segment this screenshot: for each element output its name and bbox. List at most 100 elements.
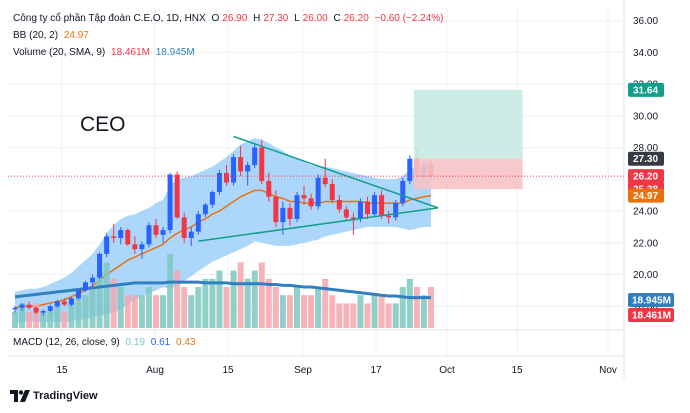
volume-badge-text: 18.461M — [632, 311, 671, 322]
candle-body — [202, 204, 208, 215]
price-tick-label: 24.00 — [633, 207, 658, 218]
volume-bar — [110, 278, 117, 328]
candle-body — [40, 310, 46, 313]
candle-body — [139, 244, 145, 250]
volume-bar — [82, 295, 89, 328]
candle-body — [33, 307, 39, 313]
volume-label-badge: 18.945M — [628, 293, 674, 307]
price-tick-label: 36.00 — [633, 16, 658, 27]
candle-body — [47, 306, 53, 311]
volume-bar — [406, 278, 413, 328]
candle-body — [125, 230, 131, 245]
candle-body — [174, 174, 180, 218]
symbol-title: Công ty cổ phần Tập đoàn C.E.O, 1D, HNX — [13, 13, 206, 24]
candle-body — [315, 177, 321, 207]
ceo-annotation: CEO — [80, 113, 126, 136]
target-zone — [413, 89, 523, 159]
candle-body — [90, 277, 96, 283]
price-badge-bg — [628, 82, 664, 97]
candle-body — [357, 201, 363, 219]
volume-bar — [195, 287, 202, 328]
candle-body — [273, 196, 279, 223]
volume-bar — [19, 303, 26, 328]
volume-bar — [202, 278, 209, 328]
price-axis: 36.0034.0032.0030.0028.0026.0024.0022.00… — [628, 16, 674, 322]
volume-bar — [223, 287, 230, 328]
macd-hist-value: 0.19 — [125, 337, 145, 348]
candle-body — [195, 214, 201, 232]
volume-bar — [167, 254, 174, 328]
candle-body — [181, 217, 187, 238]
candle-body — [188, 231, 194, 238]
candle-body — [252, 147, 258, 166]
volume-bar — [209, 278, 216, 328]
volume-bar — [33, 303, 40, 328]
candle-body — [19, 304, 25, 308]
volume-legend: Volume (20, SMA, 9) 18.461M 18.945M — [13, 47, 195, 58]
candle-body — [83, 282, 88, 291]
candle-body — [308, 198, 314, 207]
candle-body — [400, 180, 406, 204]
candle-body — [322, 177, 328, 185]
time-tick-label: Aug — [146, 365, 164, 376]
candle-body — [238, 157, 244, 172]
volume-bar — [54, 303, 61, 328]
candle-body — [209, 192, 215, 205]
candle-body — [350, 217, 356, 219]
macd-legend: MACD (12, 26, close, 9) 0.19 0.61 0.43 — [13, 337, 196, 348]
time-tick-label: Nov — [599, 365, 617, 376]
price-tick-label: 20.00 — [633, 270, 658, 281]
bb-fill — [15, 138, 431, 324]
candle-body — [259, 147, 265, 181]
price-tick-label: 34.00 — [633, 48, 658, 59]
candle-body — [287, 207, 293, 219]
volume-bar — [343, 303, 350, 328]
volume-bar — [322, 278, 329, 328]
volume-badge-text: 18.945M — [632, 296, 671, 307]
open-value: 26.90 — [222, 13, 248, 24]
candle-body — [97, 253, 103, 278]
candle-body — [26, 304, 32, 308]
volume-bar — [117, 287, 124, 328]
volume-bar — [294, 287, 300, 328]
volume-bar — [131, 295, 138, 328]
price-badge-bg — [628, 188, 664, 203]
candle-body — [245, 165, 251, 172]
symbol-legend: Công ty cổ phần Tập đoàn C.E.O, 1D, HNX … — [13, 13, 444, 24]
change-value: −0.60 (−2.24%) — [374, 13, 444, 24]
volume-bar — [75, 295, 82, 328]
candle-body — [61, 301, 67, 305]
volume-value: 18.461M — [111, 47, 150, 58]
stop-zone — [413, 158, 523, 190]
candle-body — [343, 209, 349, 218]
bb-value: 24.97 — [63, 30, 89, 41]
tradingview-brand[interactable]: TradingView — [33, 390, 98, 402]
price-badge-text: 26.20 — [633, 172, 658, 183]
volume-bar — [329, 295, 336, 328]
price-label-badge: 27.30 — [628, 151, 664, 166]
volume-bar — [47, 311, 54, 328]
volume-bar — [89, 287, 96, 328]
volume-bar — [40, 311, 47, 328]
volume-bar — [371, 295, 378, 328]
time-tick-label: 15 — [511, 365, 523, 376]
volume-bar — [350, 303, 357, 328]
candle-body — [393, 203, 399, 218]
macd-line-value: 0.61 — [150, 337, 171, 348]
candle-body — [167, 174, 173, 231]
volume-bar — [174, 270, 181, 328]
close-value: 26.20 — [343, 13, 369, 24]
volume-bar — [160, 295, 167, 328]
candle-body — [153, 225, 159, 235]
volume-bar — [237, 262, 244, 328]
candle-body — [68, 298, 74, 305]
volume-bar — [364, 303, 371, 328]
volume-bar — [188, 295, 195, 328]
candle-body — [111, 236, 117, 238]
candle-body — [104, 236, 110, 254]
candle-body — [365, 201, 370, 215]
volume-bar — [265, 278, 272, 328]
candle-body — [266, 180, 272, 197]
candle-body — [231, 157, 237, 183]
